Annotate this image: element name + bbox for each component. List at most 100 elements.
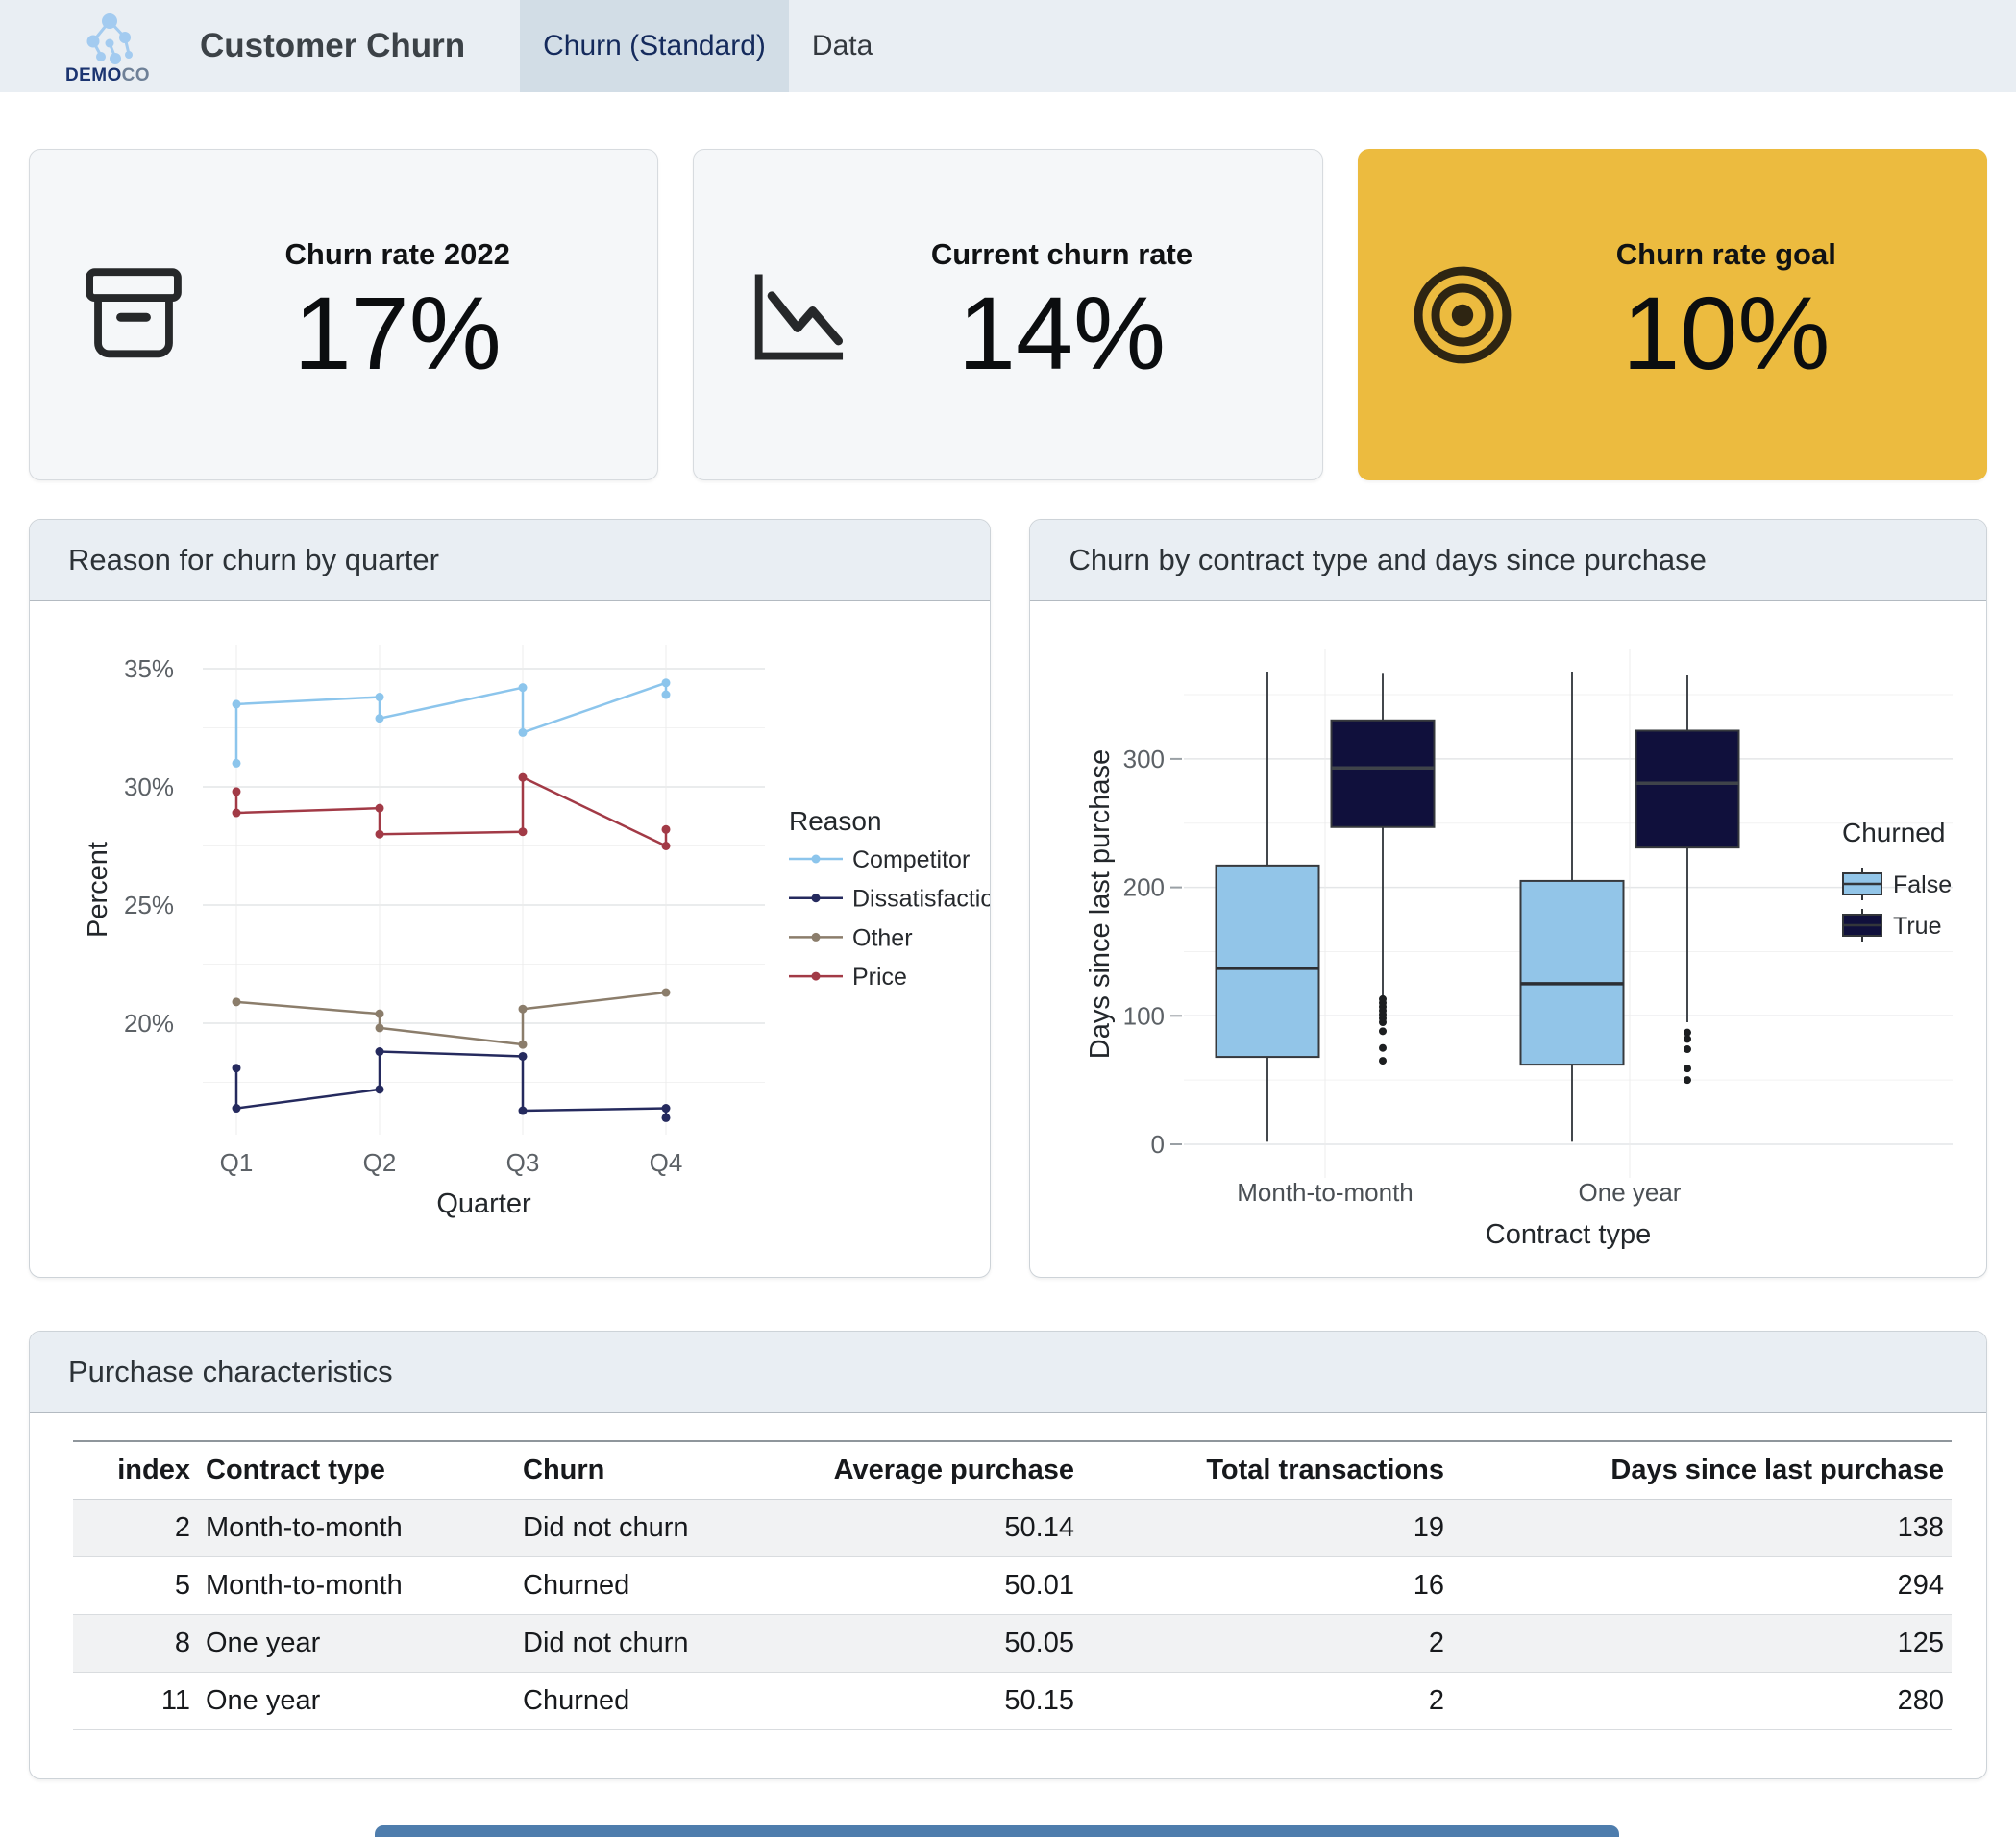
y-tick-label: 35% [124, 654, 174, 683]
data-point [518, 1106, 528, 1115]
data-point [375, 1047, 384, 1057]
series-line-competitor [234, 681, 668, 764]
data-point [232, 787, 241, 796]
table-cell: Month-to-month [206, 1570, 403, 1601]
outlier-point [1684, 1035, 1692, 1043]
legend-label-other: Other [852, 924, 913, 951]
x-tick-label: Month-to-month [1238, 1178, 1414, 1207]
kpi-text: Current churn rate 14% [851, 237, 1271, 392]
data-point [375, 1085, 384, 1094]
outlier-point [1379, 1057, 1388, 1065]
legend-title: Reason [789, 806, 882, 836]
app-header: DEMOCO Customer Churn Churn (Standard) D… [0, 0, 2016, 92]
table-cell: 16 [1413, 1570, 1444, 1601]
reason-line-chart: 20% 25% 30% 35% Q1 Q2 Q3 Q4 Quarter Percent Reason… [83, 645, 991, 1219]
page-title: Customer Churn [200, 27, 466, 64]
legend-title: Churned [1842, 818, 1945, 847]
legend-key-dot [811, 854, 821, 864]
table-cell: 294 [1897, 1570, 1944, 1601]
table-cell: Did not churn [523, 1628, 689, 1658]
y-tick-label: 100 [1123, 1001, 1165, 1030]
outlier-point [1684, 1045, 1692, 1054]
boxplot-chart-body: 0 100 200 300 Month-to-month One year Contract… [1030, 601, 1986, 1277]
table-cell: Month-to-month [206, 1512, 403, 1543]
series-line-dissatisfaction [234, 1050, 668, 1118]
column-header: Average purchase [833, 1455, 1074, 1485]
table-row: 8 One year Did not churn 50.05 2 125 [73, 1614, 1952, 1673]
x-axis-title: Quarter [436, 1188, 531, 1219]
legend-label-true: True [1893, 913, 1941, 940]
legend-label-false: False [1893, 871, 1952, 898]
outlier-point [1379, 1027, 1388, 1036]
y-tick-label: 20% [124, 1009, 174, 1038]
table-cell: One year [206, 1628, 321, 1658]
legend-label-price: Price [852, 964, 907, 991]
column-header: Contract type [206, 1455, 385, 1485]
data-point [518, 772, 528, 782]
table-cell: 50.15 [1004, 1685, 1074, 1716]
legend-label-competitor: Competitor [852, 846, 970, 873]
table-row: 2 Month-to-month Did not churn 50.14 19 138 [73, 1499, 1952, 1557]
bottom-accent-bar [375, 1825, 1619, 1837]
column-header: Days since last purchase [1610, 1455, 1944, 1485]
kpi-value: 14% [957, 275, 1167, 392]
kpi-title: Churn rate goal [1615, 237, 1836, 272]
purchase-characteristics-panel: Purchase characteristics index Contract t… [29, 1331, 1987, 1779]
y-tick-label: 300 [1123, 745, 1165, 773]
panel-title: Reason for churn by quarter [30, 520, 991, 601]
x-tick-label: Q3 [506, 1148, 540, 1177]
purchase-table: index Contract type Churn Average purchase T… [73, 1440, 1952, 1730]
kpi-card-current-churn-rate: Current churn rate 14% [693, 149, 1323, 480]
data-point [375, 1023, 384, 1033]
series-line-price [234, 775, 668, 848]
tab-churn-standard[interactable]: Churn (Standard) [520, 0, 789, 92]
table-cell: 125 [1897, 1628, 1944, 1658]
tab-data[interactable]: Data [811, 30, 873, 61]
kpi-title: Current churn rate [930, 237, 1193, 272]
column-header: Total transactions [1206, 1455, 1444, 1485]
data-point [661, 690, 671, 699]
data-point [232, 808, 241, 818]
trend-down-icon [755, 273, 844, 359]
outlier-point [1379, 1017, 1388, 1026]
box-true [1635, 729, 1740, 849]
series-line-other [235, 991, 667, 1046]
table-cell: Did not churn [523, 1512, 689, 1543]
kpi-row: Churn rate 2022 17% Current churn rate 1… [29, 149, 1987, 480]
outlier-point [1684, 1065, 1692, 1073]
kpi-title: Churn rate 2022 [284, 237, 510, 272]
data-point [375, 803, 384, 813]
data-point [661, 842, 671, 850]
data-point [232, 699, 241, 709]
democo-logo-icon [86, 12, 133, 64]
kpi-card-churn-rate-goal: Churn rate goal 10% [1357, 149, 1987, 480]
kpi-value: 10% [1622, 275, 1831, 392]
y-axis-title: Percent [83, 842, 113, 938]
data-point [518, 683, 528, 693]
y-tick-label: 200 [1123, 873, 1165, 902]
x-tick-label: Q4 [650, 1148, 683, 1177]
table-cell: 19 [1413, 1512, 1444, 1543]
outlier-point [1379, 1043, 1388, 1052]
data-point [375, 714, 384, 723]
brand-name: DEMOCO [65, 64, 150, 86]
data-point [375, 693, 384, 702]
brand-logo: DEMOCO [54, 0, 161, 92]
table-wrap: index Contract type Churn Average purchase T… [30, 1413, 1986, 1730]
x-tick-label: Q2 [363, 1148, 397, 1177]
x-tick-label: One year [1579, 1178, 1682, 1207]
box-false [1215, 864, 1320, 1059]
table-cell: 5 [174, 1570, 190, 1601]
table-cell: 11 [160, 1685, 190, 1716]
data-point [232, 1064, 241, 1073]
kpi-text: Churn rate 2022 17% [187, 237, 607, 392]
y-tick-label: 0 [1151, 1130, 1165, 1159]
box-false [1519, 879, 1625, 1066]
legend-key-dot [811, 894, 821, 903]
y-tick-label: 30% [124, 772, 174, 801]
legend-label-dissatisfaction: Dissatisfaction [852, 886, 991, 913]
table-cell: One year [206, 1685, 321, 1716]
table-cell: 50.14 [1004, 1512, 1074, 1543]
table-row: 5 Month-to-month Churned 50.01 16 294 [73, 1557, 1952, 1615]
data-point [661, 824, 671, 834]
